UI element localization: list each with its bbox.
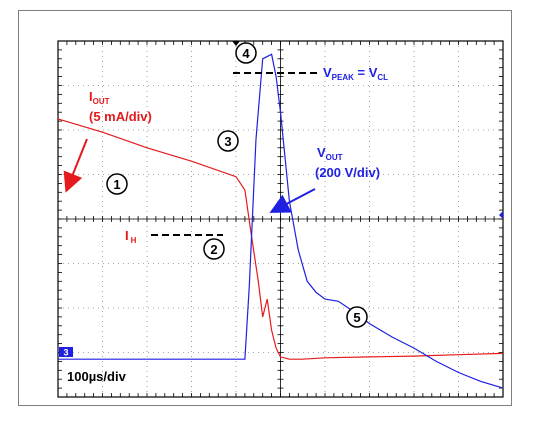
series-line-vout [58, 53, 504, 389]
series-line-iout [57, 118, 504, 360]
timebase-label: 100µs/div [67, 369, 127, 384]
vout-arrow [269, 188, 316, 213]
vout-label: VOUT [317, 145, 343, 162]
vpeak-label: VPEAK = VCL [323, 65, 388, 82]
marker-3: 3 [217, 130, 239, 152]
marker-1: 1 [106, 173, 128, 195]
marker-5: 5 [346, 306, 368, 328]
svg-text:3: 3 [224, 134, 231, 149]
svg-text:4: 4 [242, 46, 250, 61]
svg-text:2: 2 [210, 242, 217, 257]
vout-scale-label: (200 V/div) [315, 165, 380, 180]
channel-marker-label: 3 [63, 348, 68, 358]
level-marker-icon [499, 211, 503, 219]
graticule [57, 40, 504, 398]
svg-text:1: 1 [113, 177, 120, 192]
oscilloscope-figure: 3 IOUT (5 mA/div) VOUT (200 V/div) VPEAK… [18, 10, 512, 406]
channel-marker [59, 347, 73, 357]
marker-4: 4 [235, 42, 257, 64]
iout-arrow [63, 138, 88, 193]
oscilloscope-plot: 3 IOUT (5 mA/div) VOUT (200 V/div) VPEAK… [57, 40, 504, 398]
trigger-marker-icon [232, 41, 240, 46]
marker-2: 2 [203, 238, 225, 260]
iout-scale-label: (5 mA/div) [89, 109, 152, 124]
svg-text:5: 5 [353, 310, 360, 325]
iout-label: IOUT [89, 89, 110, 106]
